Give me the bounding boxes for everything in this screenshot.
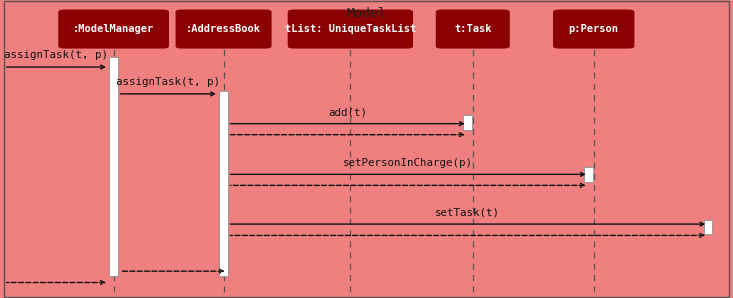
FancyBboxPatch shape	[287, 10, 413, 49]
FancyBboxPatch shape	[435, 10, 510, 49]
Text: add(t): add(t)	[328, 107, 367, 117]
FancyBboxPatch shape	[176, 10, 271, 49]
Text: setTask(t): setTask(t)	[435, 207, 501, 218]
FancyBboxPatch shape	[553, 10, 635, 49]
Bar	[463, 115, 472, 130]
Text: t:Task: t:Task	[454, 24, 492, 34]
Bar	[108, 57, 117, 276]
Text: Model: Model	[347, 7, 386, 21]
FancyBboxPatch shape	[58, 10, 169, 49]
Text: :ModelManager: :ModelManager	[73, 24, 154, 34]
Text: :AddressBook: :AddressBook	[186, 24, 261, 34]
Text: p:Person: p:Person	[569, 24, 619, 34]
Text: assignTask(t, p): assignTask(t, p)	[4, 50, 108, 60]
Bar	[584, 167, 593, 182]
Text: assignTask(t, p): assignTask(t, p)	[117, 77, 220, 87]
Text: tList: UniqueTaskList: tList: UniqueTaskList	[284, 24, 416, 34]
Bar	[704, 220, 712, 234]
Bar	[218, 91, 228, 276]
Text: setPersonInCharge(p): setPersonInCharge(p)	[343, 158, 473, 168]
